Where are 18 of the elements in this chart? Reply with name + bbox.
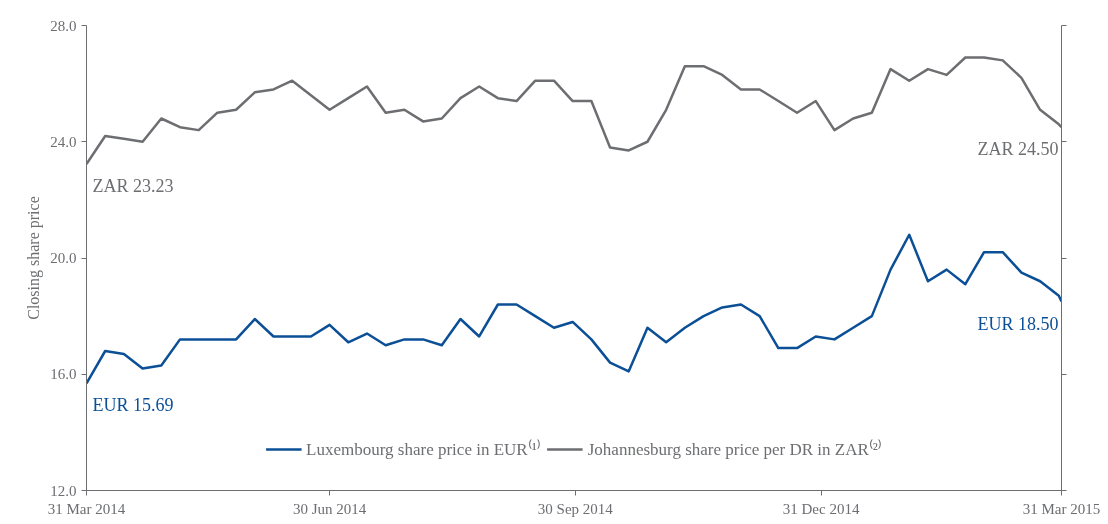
x-tick-label: 30 Sep 2014 bbox=[537, 500, 614, 517]
legend-label: Luxembourg share price in EUR⁽¹⁾ bbox=[306, 438, 541, 460]
legend-label: Johannesburg share price per DR in ZAR⁽²⁾ bbox=[587, 438, 882, 460]
y-tick-label: 24.0 bbox=[50, 133, 77, 150]
y-tick-label: 12.0 bbox=[50, 482, 77, 499]
annotation: ZAR 23.23 bbox=[92, 176, 174, 197]
line-series bbox=[86, 233, 1062, 385]
y-tick-label: 28.0 bbox=[50, 17, 77, 34]
annotation: ZAR 24.50 bbox=[977, 139, 1059, 160]
x-tick-label: 31 Mar 2015 bbox=[1022, 500, 1101, 517]
y-tick-label: 20.0 bbox=[50, 250, 77, 266]
annotation: EUR 18.50 bbox=[977, 313, 1059, 334]
annotation: EUR 15.69 bbox=[92, 395, 174, 416]
y-tick-label: 16.0 bbox=[50, 366, 77, 383]
x-tick-label: 31 Dec 2014 bbox=[782, 500, 860, 517]
y-axis-title: Closing share price bbox=[25, 196, 44, 320]
x-tick-label: 30 Jun 2014 bbox=[292, 500, 367, 517]
x-tick-label: 31 Mar 2014 bbox=[47, 500, 126, 517]
